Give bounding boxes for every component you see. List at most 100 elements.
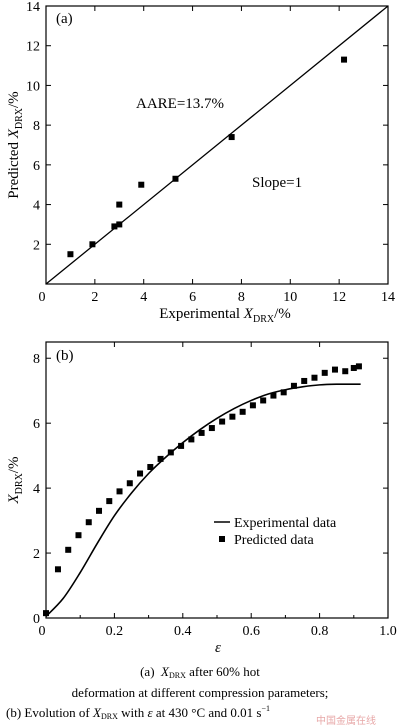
panel-a-xlabel-suffix: /% — [274, 306, 291, 322]
predicted-data-point — [301, 377, 308, 384]
panel-a-data-point — [116, 221, 123, 228]
caption-a-label: (a) — [140, 664, 155, 679]
panel-a-x-tick-label: 12 — [332, 290, 346, 305]
predicted-data-point — [65, 546, 72, 553]
predicted-data-point — [249, 402, 256, 409]
panel-a-x-tick-label: 6 — [189, 290, 196, 305]
caption-b-tail: at 430 °C and 0.01 s — [152, 705, 262, 720]
predicted-data-point — [116, 488, 123, 495]
predicted-data-point — [96, 507, 103, 514]
watermark: 中国金属在线 — [316, 716, 376, 727]
panel-b-y-tick-label: 6 — [33, 417, 40, 432]
panel-b-experimental-line — [45, 383, 361, 617]
caption-b-sub: DRX — [100, 712, 118, 721]
annotation-slope: Slope=1 — [252, 175, 302, 191]
legend-label-predicted: Predicted data — [234, 533, 314, 548]
panel-b-label: (b) — [56, 348, 74, 364]
panel-a-y-tick-label: 2 — [33, 238, 40, 253]
panel-b-y-tick-label: 4 — [33, 482, 40, 497]
predicted-data-point — [75, 532, 82, 539]
legend-label-experimental: Experimental data — [234, 516, 337, 531]
panel-a-y-tick-label: 4 — [33, 199, 40, 214]
predicted-data-point — [260, 397, 267, 404]
predicted-data-point — [311, 374, 318, 381]
panel-a-label: (a) — [56, 11, 73, 27]
panel-a-xlabel-prefix: Experimental — [159, 306, 244, 322]
caption-line-2: deformation at different compression par… — [71, 685, 329, 700]
panel-a-data-point — [172, 175, 179, 182]
panel-a-data-point — [341, 56, 348, 63]
panel-a-y-tick-label: 10 — [26, 79, 40, 94]
panel-b-x-tick-label: 0.6 — [242, 624, 260, 639]
experimental-data-line — [45, 383, 361, 617]
predicted-data-point — [188, 436, 195, 443]
caption-b-sup: −1 — [261, 704, 270, 713]
caption-a-text: after 60% hot — [185, 664, 260, 679]
predicted-data-point — [229, 413, 236, 420]
panel-b-x-tick-label: 0.4 — [174, 624, 192, 639]
panel-b-ylabel-sub: DRX — [14, 472, 25, 494]
predicted-data-point — [350, 364, 357, 371]
panel-a-ylabel-var: X — [6, 128, 22, 139]
panel-a-y-tick-label: 8 — [33, 119, 40, 134]
slope-1-line — [45, 5, 389, 285]
panel-b-y-axis-label: XDRX/% — [6, 457, 25, 505]
panel-a-ylabel-prefix: Predicted — [6, 138, 22, 198]
predicted-data-point — [270, 392, 277, 399]
panel-b-x-tick-label: 0.2 — [106, 624, 124, 639]
predicted-data-point — [43, 610, 49, 617]
panel-a-x-tick-label: 14 — [381, 290, 395, 305]
panel-a-ylabel-sub: DRX — [14, 107, 25, 129]
panel-a-x-axis-label: Experimental XDRX/% — [159, 306, 291, 325]
panel-b-y-tick-label: 8 — [33, 352, 40, 367]
panel-a: 0 2 4 6 8 10 12 14 2 4 6 8 10 12 14 (a) AARE=13.7% Slo… — [6, 0, 395, 325]
panel-b-x-tick-label: 0 — [39, 624, 46, 639]
panel-b-ylabel-var: X — [6, 493, 22, 504]
legend-marker-swatch — [219, 536, 225, 542]
predicted-data-point — [137, 470, 144, 477]
panel-a-x-tick-label: 0 — [39, 290, 46, 305]
predicted-data-point — [331, 366, 338, 373]
predicted-data-point — [126, 480, 133, 487]
panel-b-ylabel-suffix: /% — [6, 457, 22, 474]
panel-b-ticks: 0 0.2 0.4 0.6 0.8 1.0 0 2 4 6 8 — [33, 342, 397, 639]
panel-a-y-axis-label: Predicted XDRX/% — [6, 91, 25, 198]
panel-a-ylabel-suffix: /% — [6, 91, 22, 108]
panel-b-x-tick-label: 0.8 — [311, 624, 329, 639]
predicted-data-point — [167, 449, 174, 456]
predicted-data-point — [147, 464, 154, 471]
predicted-data-point — [280, 389, 287, 396]
predicted-data-point — [321, 369, 328, 376]
panel-b-x-tick-label: 1.0 — [379, 624, 397, 639]
predicted-data-point — [208, 425, 215, 432]
predicted-data-point — [198, 429, 205, 436]
predicted-data-point — [219, 418, 226, 425]
panel-b-y-tick-label: 0 — [33, 612, 40, 627]
panel-a-ticks: 0 2 4 6 8 10 12 14 2 4 6 8 10 12 14 — [26, 0, 395, 305]
panel-a-frame — [45, 5, 389, 285]
caption-b-prefix: (b) Evolution of — [6, 705, 94, 720]
panel-b-y-tick-label: 2 — [33, 547, 40, 562]
caption-a-sub: DRX — [168, 671, 186, 680]
caption-b-eps: ε — [147, 705, 153, 720]
panel-a-xlabel-var: X — [243, 306, 254, 322]
panel-a-x-tick-label: 10 — [283, 290, 297, 305]
panel-a-x-tick-label: 8 — [238, 290, 245, 305]
panel-a-y-tick-label: 12 — [26, 40, 40, 55]
predicted-data-point — [342, 368, 349, 375]
panel-a-x-tick-label: 2 — [91, 290, 98, 305]
caption-a-var: X — [161, 664, 169, 679]
panel-a-data-point — [89, 241, 96, 248]
predicted-data-point — [355, 363, 362, 370]
predicted-data-point — [85, 519, 92, 526]
predicted-data-point — [54, 566, 61, 573]
panel-a-data-point — [138, 181, 145, 188]
predicted-data-point — [239, 408, 246, 415]
panel-a-x-tick-label: 4 — [140, 290, 147, 305]
panel-a-data-point — [116, 201, 123, 208]
panel-a-y-tick-label: 6 — [33, 159, 40, 174]
panel-a-reference-line — [45, 5, 389, 285]
predicted-data-point — [178, 442, 185, 449]
panel-b-frame — [45, 341, 389, 619]
panel-a-data-point — [228, 134, 235, 141]
